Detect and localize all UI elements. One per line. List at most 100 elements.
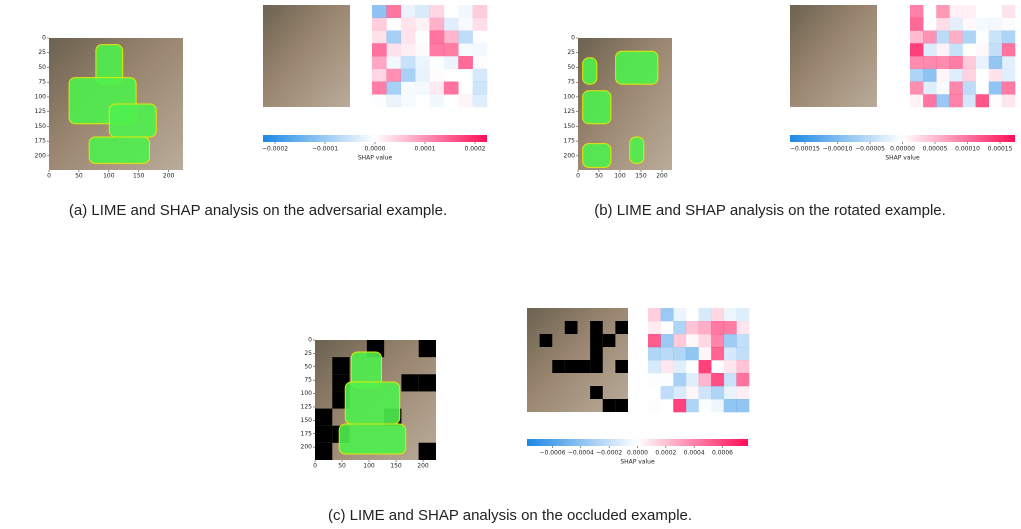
shap-cell <box>711 347 725 361</box>
shap-cell <box>723 399 737 413</box>
shap-cell <box>372 5 387 19</box>
shap-cell <box>988 56 1003 70</box>
y-tick-label: 25 <box>38 49 46 56</box>
colorbar <box>527 439 748 446</box>
occlusion-patch <box>615 360 628 373</box>
shap-cell <box>685 373 699 387</box>
y-tick-label: 50 <box>567 64 575 71</box>
x-tick-label: 200 <box>417 463 429 470</box>
shap-cell <box>1001 56 1016 70</box>
shap-cell <box>415 5 430 19</box>
shap-cell <box>936 17 950 31</box>
shap-cell <box>386 18 401 31</box>
shap-cell <box>400 56 416 70</box>
shap-cell <box>648 360 661 374</box>
shap-cell <box>472 68 488 82</box>
shap-cell <box>458 18 473 31</box>
caption: (c) LIME and SHAP analysis on the occlud… <box>328 507 692 524</box>
y-tick-label: 0 <box>308 337 312 344</box>
colorbar-tick-label: 0.0006 <box>712 450 733 457</box>
shap-cell <box>685 321 699 335</box>
colorbar <box>790 135 1015 142</box>
shap-cell <box>673 386 687 400</box>
shap-cell <box>923 43 937 57</box>
shap-cell <box>472 5 488 19</box>
colorbar-tick-label: −0.0004 <box>568 450 594 457</box>
colorbar-tick-label: 0.0002 <box>465 146 486 153</box>
shap-image <box>790 5 877 107</box>
shap-cell <box>910 43 924 57</box>
colorbar-tick-label: 0.0004 <box>684 450 705 457</box>
shap-cell <box>1001 43 1016 57</box>
shap-cell <box>648 373 661 386</box>
occlusion-patch <box>590 347 603 360</box>
shap-cell <box>698 321 712 335</box>
shap-cell <box>648 399 661 412</box>
shap-cell <box>949 17 963 31</box>
shap-cell <box>444 5 459 18</box>
y-tick-label: 75 <box>38 79 46 86</box>
occlusion-patch <box>590 386 603 399</box>
y-tick-label: 100 <box>35 93 47 100</box>
shap-cell <box>936 68 950 82</box>
shap-cell <box>988 43 1003 57</box>
shap-cell <box>723 347 737 361</box>
shap-cell <box>429 5 445 19</box>
shap-image <box>263 5 350 107</box>
colorbar-tick-label: 0.00015 <box>988 146 1013 153</box>
y-tick-label: 0 <box>42 35 46 42</box>
shap-cell <box>686 334 699 347</box>
shap-cell <box>401 82 416 95</box>
shap-cell <box>686 386 699 399</box>
occlusion-patch <box>418 374 436 392</box>
shap-cell <box>949 43 963 57</box>
y-tick-label: 125 <box>564 108 576 115</box>
shap-cell <box>648 308 661 322</box>
shap-cell <box>415 43 430 56</box>
shap-cell <box>660 386 674 400</box>
shap-cell <box>988 30 1003 44</box>
shap-cell <box>443 43 459 57</box>
shap-cell <box>443 30 459 44</box>
shap-cell <box>458 82 473 95</box>
shap-cell <box>415 81 430 95</box>
shap-cell <box>429 30 445 44</box>
shap-cell <box>698 386 712 400</box>
occlusion-patch <box>602 334 616 347</box>
shap-cell <box>673 360 687 374</box>
shap-cell <box>372 30 387 44</box>
shap-cell <box>648 321 661 335</box>
shap-cell <box>458 30 473 44</box>
shap-cell <box>699 347 712 360</box>
occlusion-patch <box>590 360 603 373</box>
shap-cell <box>711 386 725 400</box>
shap-cell <box>415 68 430 82</box>
y-tick-label: 200 <box>301 444 313 451</box>
shap-cell <box>923 56 937 70</box>
shap-cell <box>1001 94 1016 108</box>
shap-cell <box>923 18 936 31</box>
colorbar-tick-label: −0.00005 <box>855 146 885 153</box>
occlusion-patch <box>564 360 578 373</box>
shap-cell <box>711 334 725 348</box>
shap-cell <box>923 5 936 18</box>
shap-cell <box>976 31 989 44</box>
shap-cell <box>988 81 1003 95</box>
shap-cell <box>736 347 750 361</box>
lime-region <box>338 423 407 455</box>
lime-region <box>344 381 401 425</box>
shap-cell <box>472 17 488 31</box>
shap-cell <box>910 17 924 31</box>
shap-cell <box>429 43 445 57</box>
shap-cell <box>949 56 963 70</box>
x-tick-label: 0 <box>313 463 317 470</box>
shap-cell <box>711 399 725 413</box>
colorbar-tick-label: 0.00000 <box>890 146 915 153</box>
x-tick-label: 150 <box>133 173 145 180</box>
y-tick-label: 175 <box>35 138 47 145</box>
shap-cell <box>698 308 712 322</box>
shap-cell <box>1001 81 1016 95</box>
shap-cell <box>989 94 1002 107</box>
colorbar-tick-label: 0.0000 <box>627 450 648 457</box>
colorbar-tick-label: 0.0002 <box>655 450 676 457</box>
